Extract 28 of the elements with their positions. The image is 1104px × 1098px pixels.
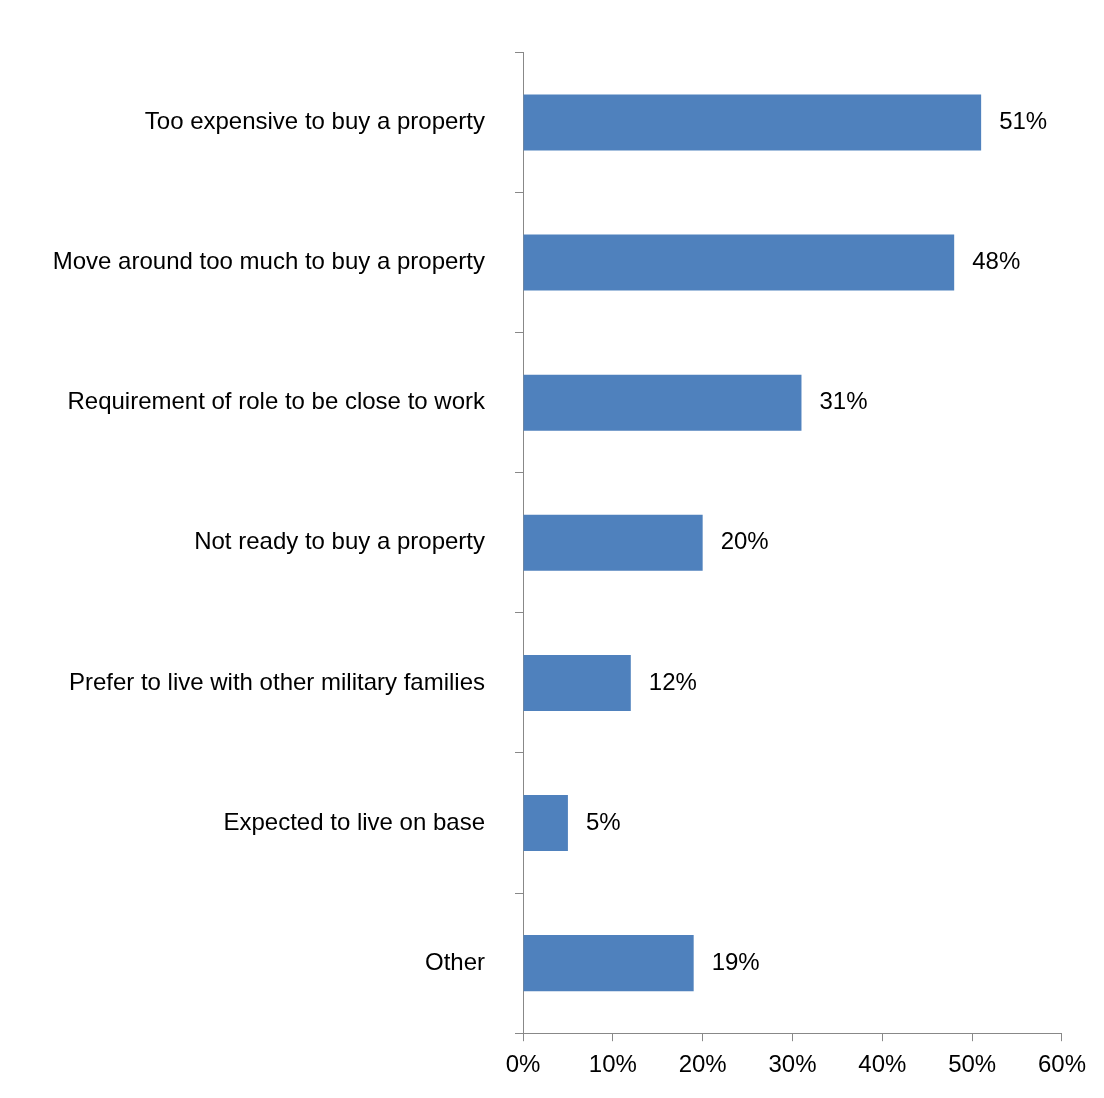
y-tick-label: Prefer to live with other military families bbox=[68, 667, 485, 695]
y-tick-label: Too expensive to buy a property bbox=[144, 107, 485, 135]
bar bbox=[523, 935, 694, 992]
y-tick-label: Requirement of role to be close to work bbox=[67, 387, 486, 415]
bar bbox=[523, 654, 631, 711]
x-tick-label: 10% bbox=[588, 1050, 637, 1078]
data-label: 48% bbox=[972, 247, 1021, 275]
bar bbox=[523, 514, 703, 571]
data-label: 12% bbox=[648, 667, 697, 695]
y-tick-label: Other bbox=[424, 947, 485, 975]
bar bbox=[523, 374, 802, 431]
y-tick-label: Expected to live on base bbox=[223, 807, 485, 835]
x-tick-label: 0% bbox=[505, 1050, 541, 1078]
bar bbox=[523, 234, 955, 291]
data-label: 20% bbox=[720, 527, 769, 555]
x-tick-label: 30% bbox=[768, 1050, 817, 1078]
x-tick-label: 60% bbox=[1037, 1050, 1087, 1078]
x-tick-label: 20% bbox=[678, 1050, 727, 1078]
x-tick-label: 40% bbox=[858, 1050, 907, 1078]
bar bbox=[523, 795, 568, 852]
y-tick-label: Move around too much to buy a property bbox=[52, 247, 485, 275]
data-label: 19% bbox=[711, 947, 760, 975]
data-label: 51% bbox=[999, 107, 1048, 135]
bar bbox=[523, 94, 982, 151]
data-label: 5% bbox=[585, 807, 621, 835]
y-tick-label: Not ready to buy a property bbox=[194, 527, 485, 555]
data-label: 31% bbox=[819, 387, 868, 415]
x-tick-label: 50% bbox=[948, 1050, 997, 1078]
